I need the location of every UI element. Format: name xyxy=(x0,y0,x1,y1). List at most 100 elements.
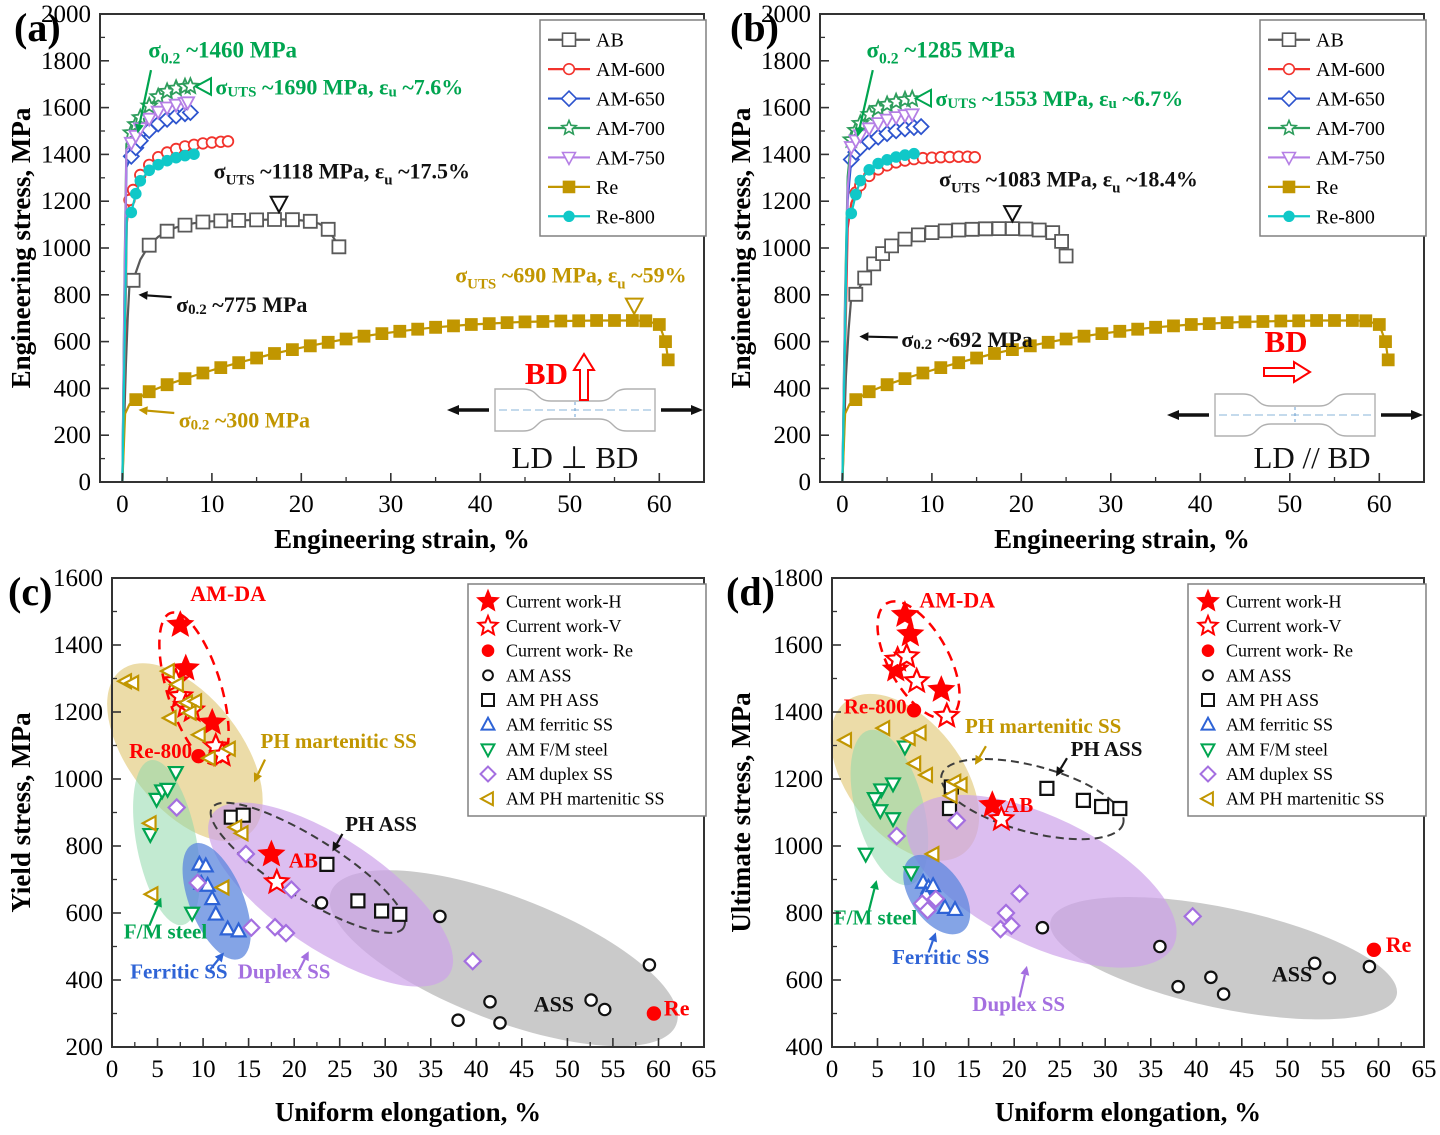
marker-square xyxy=(125,272,141,288)
marker-tri-left xyxy=(219,740,236,758)
chart-c-svg: AM-DA Re-800 PH martenitic SS PH ASS AB F/M s… xyxy=(6,565,717,1127)
y-tick-label: 1800 xyxy=(761,48,811,75)
marker-star xyxy=(180,75,201,95)
annotation-text: F/M steel xyxy=(834,905,918,929)
marker-circle xyxy=(130,187,142,200)
marker-star xyxy=(987,804,1016,832)
marker-circle xyxy=(562,62,576,76)
marker-square xyxy=(911,227,926,243)
legend-label: AM-700 xyxy=(1316,118,1385,140)
marker-circle xyxy=(125,206,138,219)
x-tick-label: 50 xyxy=(1277,491,1302,518)
marker-circle xyxy=(1216,987,1231,1001)
annotation-text: Re xyxy=(664,996,690,1021)
marker-square xyxy=(160,378,174,392)
annotation-text: Duplex SS xyxy=(972,992,1065,1016)
marker-square xyxy=(1018,221,1034,237)
marker-tri-left xyxy=(951,775,968,794)
marker-tri-up xyxy=(229,921,248,938)
marker-square xyxy=(1167,319,1180,333)
legend-label: AM-600 xyxy=(1316,59,1385,81)
legend-label: AM ferritic SS xyxy=(506,715,613,735)
marker-star xyxy=(166,610,195,637)
marker-square xyxy=(235,807,251,823)
x-tick-label: 10 xyxy=(911,1056,936,1083)
marker-tri-down xyxy=(167,765,185,783)
marker-square xyxy=(848,286,864,302)
marker-tri-down xyxy=(141,827,160,845)
marker-square xyxy=(1041,335,1055,349)
x-tick-label: 30 xyxy=(1098,491,1123,518)
marker-tri-down xyxy=(856,847,875,864)
marker-square xyxy=(934,361,948,374)
region-ellipse xyxy=(133,759,201,926)
legend-label: AM PH martenitic SS xyxy=(1226,789,1385,809)
marker-diamond xyxy=(917,900,938,920)
marker-square xyxy=(1359,314,1373,328)
annotation-arrow xyxy=(147,409,175,415)
marker-circle xyxy=(906,703,922,718)
marker-tri-left xyxy=(941,787,958,805)
x-tick-label: 20 xyxy=(282,1056,307,1083)
y-tick-label: 600 xyxy=(774,329,812,356)
annotation-arrow xyxy=(298,958,306,970)
annotation-arrow xyxy=(927,940,934,953)
legend-label: AM PH martenitic SS xyxy=(506,789,665,809)
marker-tri-left xyxy=(167,675,184,694)
marker-circle xyxy=(1171,979,1185,994)
marker-square xyxy=(482,317,496,330)
marker-square xyxy=(1202,317,1216,330)
marker-circle xyxy=(1366,942,1382,957)
x-tick-label: 65 xyxy=(692,1056,717,1083)
marker-square xyxy=(659,335,672,348)
arrowhead xyxy=(1167,410,1179,420)
annotation-text: ASS xyxy=(534,992,574,1017)
y-tick-label: 1400 xyxy=(41,141,91,168)
legend-label: AM ferritic SS xyxy=(1226,715,1333,735)
marker-square xyxy=(374,903,390,919)
annotation-arrow xyxy=(256,759,267,775)
marker-square xyxy=(429,320,442,334)
y-tick-label: 600 xyxy=(66,900,104,927)
y-axis-label: Ultimate stress, MPa xyxy=(726,692,756,933)
group-AM-ASS xyxy=(314,896,657,1030)
series-Re xyxy=(841,314,1395,483)
marker-tri-left xyxy=(478,790,494,807)
marker-diamond xyxy=(1183,906,1203,927)
marker-square xyxy=(1095,327,1109,340)
marker-square xyxy=(924,225,940,240)
marker-square xyxy=(500,316,514,329)
x-tick-label: 55 xyxy=(1320,1056,1345,1083)
marker-tri-left xyxy=(835,731,853,749)
marker-square xyxy=(554,314,568,328)
legend-label: AM duplex SS xyxy=(1226,764,1333,784)
marker-circle xyxy=(584,993,598,1007)
marker-square xyxy=(129,393,143,406)
x-tick-label: 35 xyxy=(1138,1056,1163,1083)
marker-square xyxy=(249,212,264,228)
annotation-text: Re-800 xyxy=(844,694,907,718)
y-tick-label: 1000 xyxy=(41,235,91,262)
marker-square xyxy=(1023,339,1037,353)
annotation-arrow xyxy=(335,833,344,845)
marker-square xyxy=(1005,221,1020,236)
y-tick-label: 1800 xyxy=(773,565,823,592)
marker-square xyxy=(232,356,246,370)
marker-tri-down xyxy=(561,151,577,167)
marker-square xyxy=(916,366,930,380)
marker-square xyxy=(561,32,577,47)
marker-square xyxy=(1310,314,1323,327)
marker-star xyxy=(257,839,286,867)
marker-tri-left xyxy=(899,729,916,747)
marker-circle xyxy=(1204,970,1218,985)
arrowhead xyxy=(1411,410,1423,420)
marker-circle xyxy=(642,958,657,972)
annotation-text: σUTS ~1690 MPa, εu ~7.6% xyxy=(215,74,463,101)
marker-circle xyxy=(1201,644,1215,657)
marker-tri-left xyxy=(158,662,175,680)
marker-square xyxy=(991,221,1007,236)
arrowhead xyxy=(153,897,162,908)
legend-label: AM duplex SS xyxy=(506,764,613,784)
y-tick-label: 1600 xyxy=(41,95,91,122)
